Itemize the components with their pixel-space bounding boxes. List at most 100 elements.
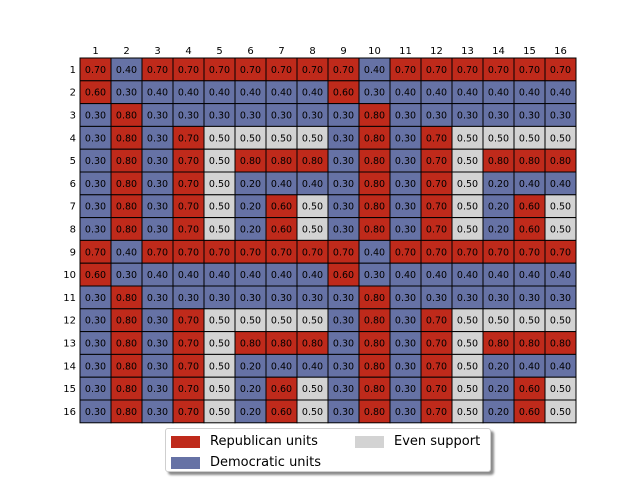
column-tick-label: 8 <box>309 46 315 57</box>
cell-value-label: 0.30 <box>147 384 168 395</box>
legend-swatch-democratic <box>171 456 200 469</box>
cell-value-label: 0.80 <box>271 156 292 167</box>
cell-value-label: 0.70 <box>209 65 230 76</box>
cell-value-label: 0.70 <box>550 247 571 258</box>
cell-value-label: 0.50 <box>457 384 478 395</box>
cell-value-label: 0.50 <box>488 133 509 144</box>
cell-value-label: 0.40 <box>147 88 168 99</box>
cell-value-label: 0.20 <box>488 384 509 395</box>
cell-value-label: 0.40 <box>550 88 571 99</box>
cell-value-label: 0.80 <box>364 293 385 304</box>
cell-value-label: 0.70 <box>178 65 199 76</box>
cell-value-label: 0.70 <box>488 247 509 258</box>
cell-value-label: 0.70 <box>550 65 571 76</box>
row-tick-label: 11 <box>63 293 76 304</box>
cell-value-label: 0.30 <box>333 111 354 122</box>
cell-value-label: 0.80 <box>116 179 137 190</box>
cell-value-label: 0.40 <box>364 65 385 76</box>
cell-value-label: 0.70 <box>426 133 447 144</box>
row-tick-label: 13 <box>63 339 76 350</box>
column-tick-label: 9 <box>340 46 346 57</box>
cell-value-label: 0.70 <box>271 247 292 258</box>
cell-value-label: 0.60 <box>333 270 354 281</box>
cell-value-label: 0.70 <box>302 65 323 76</box>
cell-value-label: 0.70 <box>178 225 199 236</box>
cell-value-label: 0.30 <box>85 225 106 236</box>
cell-value-label: 0.20 <box>240 202 261 213</box>
cell-value-label: 0.30 <box>395 361 416 372</box>
cell-value-label: 0.80 <box>550 156 571 167</box>
cell-value-label: 0.30 <box>550 293 571 304</box>
column-tick-label: 7 <box>278 46 284 57</box>
row-tick-label: 4 <box>70 133 76 144</box>
cell-value-label: 0.30 <box>85 407 106 418</box>
cell-value-label: 0.40 <box>147 270 168 281</box>
cell-value-label: 0.70 <box>333 247 354 258</box>
column-labels: 1 2 3 4 5 6 7 8 9 10 11 12 13 14 15 16 <box>92 46 567 57</box>
cell-value-label: 0.30 <box>333 407 354 418</box>
legend-label-republican: Republican units <box>210 434 318 449</box>
cell-value-label: 0.30 <box>426 111 447 122</box>
cell-value-label: 0.60 <box>271 384 292 395</box>
cell-value-label: 0.50 <box>209 225 230 236</box>
cell-value-label: 0.30 <box>519 111 540 122</box>
row-tick-label: 16 <box>63 407 76 418</box>
cell-value-label: 0.40 <box>550 270 571 281</box>
cell-value-label: 0.30 <box>364 88 385 99</box>
cell-value-label: 0.70 <box>333 65 354 76</box>
column-tick-label: 5 <box>216 46 222 57</box>
cell-value-label: 0.50 <box>302 133 323 144</box>
cell-value-label: 0.50 <box>550 316 571 327</box>
cell-value-label: 0.70 <box>426 202 447 213</box>
cell-value-label: 0.40 <box>550 179 571 190</box>
cell-value-label: 0.50 <box>209 133 230 144</box>
cell-value-label: 0.30 <box>395 156 416 167</box>
row-tick-label: 3 <box>70 111 76 122</box>
cell-value-label: 0.40 <box>116 65 137 76</box>
column-tick-label: 12 <box>430 46 443 57</box>
cell-value-label: 0.50 <box>240 316 261 327</box>
cell-value-label: 0.60 <box>85 88 106 99</box>
cell-value-label: 0.70 <box>178 179 199 190</box>
cell-value-label: 0.30 <box>395 225 416 236</box>
cell-value-label: 0.60 <box>271 225 292 236</box>
cell-value-label: 0.30 <box>550 111 571 122</box>
cell-value-label: 0.30 <box>147 316 168 327</box>
row-tick-label: 2 <box>70 88 76 99</box>
cell-value-label: 0.70 <box>271 65 292 76</box>
cell-value-label: 0.30 <box>116 270 137 281</box>
cell-value-label: 0.80 <box>240 156 261 167</box>
cell-value-label: 0.80 <box>116 156 137 167</box>
cell-value-label: 0.30 <box>395 111 416 122</box>
cell-value-label: 0.30 <box>333 156 354 167</box>
cell-value-label: 0.80 <box>364 316 385 327</box>
cell-value-label: 0.60 <box>271 202 292 213</box>
legend: Republican units Even support Democratic… <box>165 428 491 472</box>
cell-value-label: 0.50 <box>240 133 261 144</box>
cell-value-label: 0.70 <box>240 65 261 76</box>
cell-value-label: 0.70 <box>426 316 447 327</box>
cell-value-label: 0.80 <box>364 133 385 144</box>
cell-value-label: 0.80 <box>364 339 385 350</box>
cell-value-label: 0.30 <box>457 111 478 122</box>
cell-value-label: 0.40 <box>426 270 447 281</box>
cell-value-label: 0.50 <box>519 316 540 327</box>
cell-value-label: 0.30 <box>85 293 106 304</box>
cell-value-label: 0.30 <box>271 111 292 122</box>
cell-value-label: 0.50 <box>457 407 478 418</box>
cell-value-label: 0.50 <box>302 316 323 327</box>
cell-value-label: 0.30 <box>178 111 199 122</box>
cell-value-label: 0.40 <box>209 270 230 281</box>
cell-value-label: 0.70 <box>147 247 168 258</box>
column-tick-label: 14 <box>492 46 505 57</box>
cell-value-label: 0.80 <box>116 225 137 236</box>
row-tick-label: 7 <box>70 202 76 213</box>
cell-value-label: 0.70 <box>302 247 323 258</box>
cell-value-label: 0.30 <box>333 339 354 350</box>
cell-value-label: 0.30 <box>85 339 106 350</box>
cell-value-label: 0.30 <box>147 293 168 304</box>
cell-value-label: 0.30 <box>85 156 106 167</box>
cell-value-label: 0.40 <box>240 88 261 99</box>
legend-swatch-even <box>355 435 384 448</box>
